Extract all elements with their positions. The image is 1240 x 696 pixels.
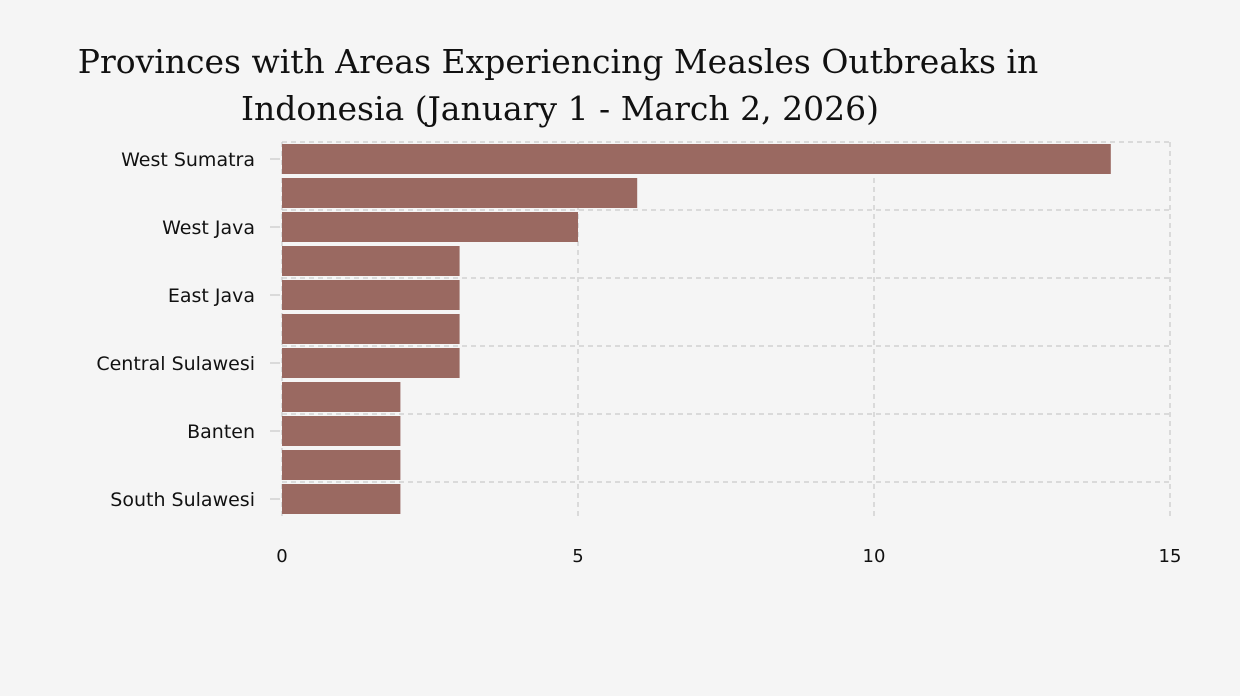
chart-title-line-1: Provinces with Areas Experiencing Measle… [78, 42, 1038, 81]
x-tick-label: 0 [276, 546, 287, 567]
category-label: West Sumatra [121, 149, 255, 171]
bar-0 [282, 144, 1111, 174]
category-axis: West Sumatra West Java East Java Central Su… [96, 149, 280, 511]
bar-4 [282, 280, 460, 310]
bar-10 [282, 484, 401, 514]
x-tick-label: 10 [863, 546, 886, 567]
category-label: West Java [162, 217, 255, 239]
category-label: East Java [168, 285, 255, 307]
value-axis: 0 5 10 15 [276, 546, 1181, 567]
chart-title-line-2: Indonesia (January 1 - March 2, 2026) [241, 89, 879, 128]
bar-3 [282, 246, 460, 276]
bar-7 [282, 382, 401, 412]
bar-6 [282, 348, 460, 378]
bar-series [282, 144, 1111, 514]
chart-title: Provinces with Areas Experiencing Measle… [78, 42, 1038, 128]
bar-5 [282, 314, 460, 344]
bar-1 [282, 178, 638, 208]
bar-9 [282, 450, 401, 480]
bar-2 [282, 212, 578, 242]
bar-8 [282, 416, 401, 446]
grid-lines [281, 141, 1171, 516]
category-label: Central Sulawesi [96, 353, 255, 375]
category-label: South Sulawesi [110, 489, 255, 511]
x-tick-label: 5 [572, 546, 583, 567]
x-tick-label: 15 [1159, 546, 1182, 567]
category-label: Banten [187, 421, 255, 443]
